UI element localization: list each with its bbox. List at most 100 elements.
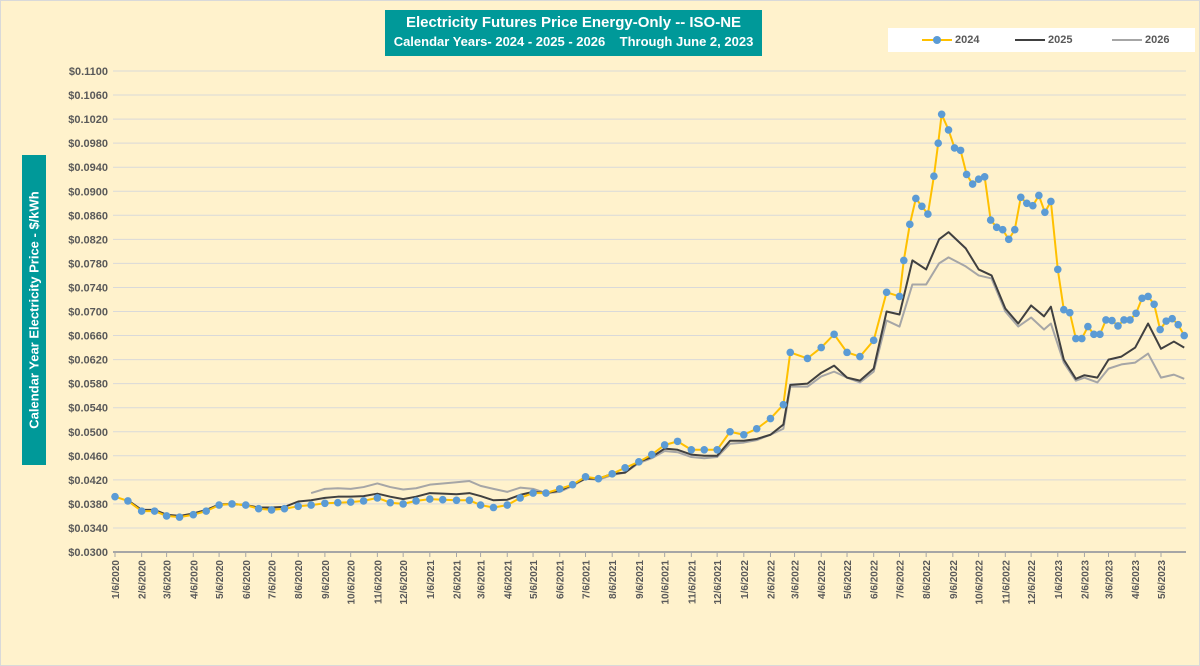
y-tick-label: $0.0300 (68, 547, 108, 559)
data-point-2024 (956, 146, 965, 155)
data-point-2024 (373, 494, 382, 502)
data-point-2024 (346, 498, 355, 506)
y-tick-label: $0.0420 (68, 475, 108, 487)
data-point-2024 (294, 502, 303, 511)
y-tick-label: $0.0980 (68, 138, 108, 150)
data-point-2024 (900, 256, 908, 265)
y-tick-label: $0.0620 (68, 355, 108, 367)
legend-label: 2024 (955, 34, 980, 46)
data-point-2024 (568, 480, 577, 489)
x-tick-label: 8/6/2022 (922, 560, 933, 599)
data-point-2024 (817, 343, 826, 352)
x-tick-label: 9/6/2021 (635, 560, 646, 599)
data-point-2024 (740, 430, 748, 439)
x-tick-label: 3/6/2022 (791, 560, 802, 599)
chart-subtitle: Calendar Years- 2024 - 2025 - 2026 Throu… (393, 34, 754, 49)
y-tick-label: $0.0940 (68, 162, 108, 174)
data-point-2024 (713, 445, 721, 454)
legend-label: 2026 (1145, 34, 1170, 46)
x-tick-label: 12/6/2022 (1027, 560, 1038, 605)
data-point-2024 (280, 504, 289, 513)
x-tick-label: 5/6/2021 (529, 560, 540, 599)
y-tick-label: $0.0900 (68, 186, 108, 198)
x-tick-label: 2/6/2020 (138, 560, 149, 599)
x-tick-label: 12/6/2021 (713, 560, 724, 605)
data-point-2024 (1102, 316, 1110, 324)
x-tick-label: 5/6/2022 (843, 560, 854, 599)
data-point-2024 (934, 139, 943, 147)
y-tick-label: $0.0860 (68, 210, 108, 222)
data-point-2024 (150, 507, 159, 515)
y-tick-label: $0.0820 (68, 234, 108, 246)
data-point-2024 (700, 445, 709, 454)
x-tick-label: 7/6/2022 (896, 560, 907, 599)
data-point-2024 (359, 497, 368, 505)
data-point-2024 (726, 427, 734, 436)
series-line-2026 (310, 256, 1185, 495)
data-point-2024 (1096, 330, 1104, 339)
legend: 2024 2025 2026 (888, 28, 1195, 52)
data-point-2024 (950, 144, 959, 152)
y-tick-label: $0.0740 (68, 282, 108, 294)
data-point-2024 (426, 495, 434, 503)
data-point-2024 (856, 352, 864, 361)
data-point-2024 (1132, 309, 1140, 318)
x-tick-label: 2/6/2023 (1080, 560, 1091, 599)
data-point-2024 (412, 497, 420, 505)
data-point-2024 (1078, 334, 1086, 343)
data-point-2024 (489, 503, 498, 512)
x-tick-label: 7/6/2020 (268, 560, 279, 599)
y-tick-label: $0.1100 (69, 66, 108, 78)
data-point-2024 (438, 495, 447, 504)
legend-item-2026: 2026 (1112, 34, 1169, 46)
data-point-2024 (1114, 322, 1122, 330)
data-point-2024 (968, 180, 977, 188)
x-tick-label: 3/6/2021 (477, 560, 488, 599)
y-tick-label: $0.0660 (68, 331, 108, 343)
x-tick-label: 11/6/2021 (687, 560, 698, 604)
legend-line-2026-icon (1112, 39, 1142, 41)
legend-marker-2024-icon (922, 36, 952, 44)
data-point-2024 (998, 225, 1007, 234)
data-point-2024 (924, 210, 932, 218)
x-tick-label: 9/6/2020 (321, 560, 332, 599)
data-point-2024 (333, 498, 342, 507)
data-point-2024 (111, 492, 119, 501)
x-tick-label: 4/6/2020 (189, 560, 200, 599)
y-axis-title: Calendar Year Electricity Price - $/kWh (26, 191, 42, 429)
data-point-2024 (1035, 191, 1043, 200)
x-tick-label: 4/6/2023 (1131, 560, 1142, 599)
x-tick-label: 10/6/2020 (347, 560, 358, 605)
data-point-2024 (869, 336, 878, 345)
data-point-2024 (830, 330, 838, 339)
chart-title: Electricity Futures Price Energy-Only --… (405, 14, 742, 31)
data-point-2024 (974, 175, 983, 184)
data-point-2024 (766, 414, 775, 423)
data-point-2024 (937, 110, 946, 119)
y-axis-title-box: Calendar Year Electricity Price - $/kWh (22, 155, 46, 465)
x-tick-label: 10/6/2022 (975, 560, 986, 605)
data-point-2024 (906, 220, 914, 229)
x-tick-label: 6/6/2022 (870, 560, 881, 599)
legend-line-2025-icon (1015, 39, 1045, 41)
data-point-2024 (647, 450, 656, 459)
data-point-2024 (254, 504, 263, 513)
data-point-2024 (1010, 225, 1019, 234)
data-point-2024 (307, 501, 315, 509)
x-tick-label: 12/6/2020 (399, 560, 410, 605)
x-tick-label: 1/6/2023 (1054, 560, 1065, 599)
legend-item-2024: 2024 (922, 34, 979, 46)
data-point-2024 (1066, 308, 1074, 317)
data-point-2024 (162, 512, 171, 520)
data-point-2024 (124, 497, 132, 505)
data-point-2024 (321, 499, 329, 508)
x-tick-label: 8/6/2020 (294, 560, 305, 599)
x-tick-label: 1/6/2022 (740, 560, 751, 599)
data-point-2024 (608, 470, 616, 478)
x-tick-label: 5/6/2020 (215, 560, 226, 599)
data-point-2024 (1150, 300, 1158, 309)
y-tick-label: $0.0500 (68, 427, 108, 439)
x-tick-label: 11/6/2022 (1001, 560, 1012, 604)
data-point-2024 (1174, 320, 1183, 329)
data-point-2024 (529, 489, 537, 497)
